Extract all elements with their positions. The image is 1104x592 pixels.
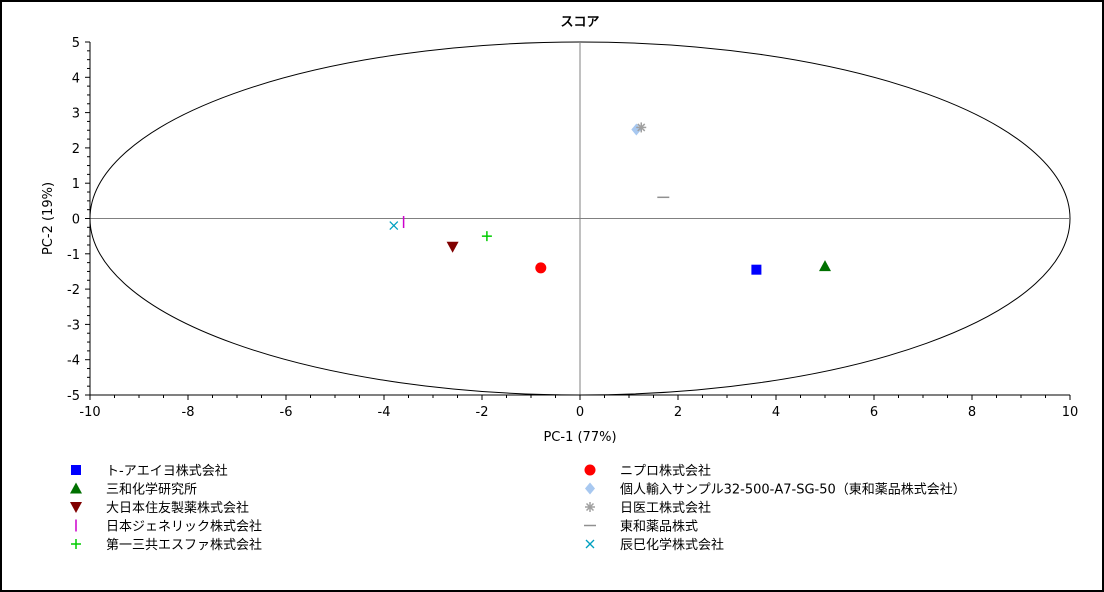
y-tick-label: 2 (72, 142, 80, 157)
x-tick-label: 10 (1062, 405, 1079, 420)
x-tick-label: 0 (576, 405, 584, 420)
legend-label: 日医工株式会社 (620, 500, 711, 516)
legend-label: ト-アエイヨ株式会社 (106, 463, 228, 479)
legend-label: 東和薬品株式 (620, 519, 698, 535)
legend-marker (584, 464, 596, 476)
x-axis-title: PC-1 (77%) (543, 430, 616, 445)
legend-marker (71, 465, 81, 475)
legend-label: 辰巳化学株式会社 (620, 537, 724, 553)
legend-label: 三和化学研究所 (106, 482, 197, 498)
legend-label: ニプロ株式会社 (620, 463, 711, 479)
y-tick-label: 5 (72, 36, 80, 51)
data-point (481, 231, 492, 242)
x-tick-label: 2 (674, 405, 682, 420)
legend-label: 第一三共エスファ株式会社 (106, 537, 262, 553)
data-point (631, 123, 642, 136)
data-point (446, 241, 459, 253)
x-tick-label: 8 (968, 405, 976, 420)
data-point (751, 264, 762, 275)
x-tick-label: -2 (476, 405, 489, 420)
legend-marker (70, 482, 82, 494)
y-axis-title: PC-2 (19%) (41, 182, 56, 255)
y-tick-label: -2 (67, 283, 80, 298)
x-tick-label: -10 (79, 405, 100, 420)
x-tick-label: -4 (378, 405, 391, 420)
legend-label: 個人輸入サンプル32-500-A7-SG-50（東和薬品株式会社） (620, 482, 966, 498)
legend-marker (585, 539, 595, 549)
legend-label: 大日本住友製薬株式会社 (106, 500, 249, 516)
x-tick-label: -8 (182, 405, 195, 420)
legend-label: 日本ジェネリック株式会社 (106, 519, 262, 535)
data-point (636, 122, 647, 133)
data-point (535, 262, 547, 274)
y-tick-label: 4 (72, 71, 80, 86)
y-tick-label: 1 (72, 177, 80, 192)
y-tick-label: -5 (67, 389, 80, 404)
legend-marker (71, 539, 81, 549)
legend-marker (70, 502, 82, 513)
y-tick-label: 3 (72, 107, 80, 122)
y-tick-label: -1 (67, 248, 80, 263)
x-tick-label: 4 (772, 405, 780, 420)
data-point (389, 221, 399, 231)
x-tick-label: 6 (870, 405, 878, 420)
y-tick-label: -3 (67, 318, 80, 333)
y-tick-label: 0 (72, 213, 80, 228)
chart-title: スコア (560, 15, 599, 30)
y-tick-label: -4 (67, 354, 80, 369)
legend-marker (585, 502, 595, 512)
legend-marker (585, 482, 595, 495)
x-tick-label: -6 (280, 405, 293, 420)
data-point (819, 260, 831, 272)
